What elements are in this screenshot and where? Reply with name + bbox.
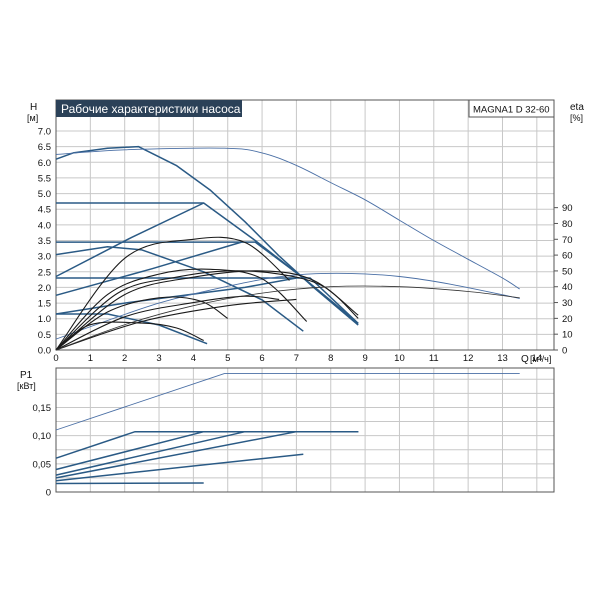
head-curve-4 [55, 202, 205, 278]
power-chart-series [55, 373, 520, 485]
y2-tick-label: 20 [562, 314, 573, 325]
model-label: MAGNA1 D 32-60 [473, 105, 550, 116]
efficiency-curve-19 [55, 285, 520, 351]
x-axis-unit: [м³/ч] [530, 354, 551, 364]
x-tick-label: 11 [429, 353, 439, 364]
y-tick-label: 5.5 [38, 173, 51, 184]
head-curve-3 [56, 277, 359, 324]
x-tick-label: 4 [191, 353, 196, 364]
efficiency-curve-15 [55, 296, 229, 351]
power-chart-grid [56, 368, 554, 492]
y2-tick-label: 30 [562, 298, 573, 309]
power-y-tick-label: 0,15 [33, 403, 52, 414]
y-tick-label: 4.0 [38, 220, 51, 231]
head-curve-8 [56, 313, 208, 345]
x-tick-label: 3 [156, 353, 161, 364]
efficiency-curve-18 [55, 298, 297, 351]
x-tick-label: 13 [497, 353, 508, 364]
head-curve-6 [55, 277, 297, 315]
head-chart-grid [56, 100, 554, 350]
power-curve-4 [55, 430, 359, 479]
y-tick-label: 6.0 [38, 158, 51, 169]
y-tick-label: 6.5 [38, 142, 51, 153]
head-curve-7 [55, 246, 304, 332]
y2-tick-label: 60 [562, 251, 573, 262]
x-tick-label: 8 [328, 353, 333, 364]
x-axis-label: Q [521, 354, 529, 365]
head-chart-series [55, 145, 520, 351]
y2-tick-label: 70 [562, 235, 573, 246]
y-tick-label: 5.0 [38, 189, 51, 200]
efficiency-curve-14 [55, 270, 359, 351]
power-axis-label: P1 [20, 370, 33, 381]
x-tick-label: 5 [225, 353, 230, 364]
x-tick-label: 9 [362, 353, 367, 364]
head-chart-frame [55, 99, 555, 351]
y-tick-label: 3.0 [38, 252, 51, 263]
head-curve-5 [55, 241, 242, 297]
power-axis-unit: [кВт] [17, 381, 36, 391]
x-tick-label: 6 [259, 353, 264, 364]
chart-title-box [56, 100, 242, 117]
efficiency-curve-16 [55, 321, 204, 351]
y2-axis-unit: [%] [570, 113, 583, 123]
power-curve-0 [55, 373, 520, 431]
y-tick-label: 7.0 [38, 127, 51, 138]
y-axis-unit: [м] [27, 113, 38, 123]
model-label-box [468, 99, 555, 118]
y2-tick-label: 40 [562, 282, 573, 293]
y-tick-label: 3.5 [38, 236, 51, 247]
x-tick-label: 12 [463, 353, 474, 364]
x-tick-label: 2 [122, 353, 127, 364]
y2-tick-label: 80 [562, 219, 573, 230]
x-tick-label: 0 [53, 353, 58, 364]
y-tick-label: 0.5 [38, 330, 51, 341]
x-tick-label: 14 [532, 353, 543, 364]
y-tick-label: 4.5 [38, 205, 51, 216]
power-curve-6 [55, 482, 204, 485]
head-curve-10 [55, 272, 520, 340]
y-tick-label: 2.5 [38, 267, 51, 278]
head-curve-9 [55, 147, 520, 290]
y-tick-label: 2.0 [38, 283, 51, 294]
y-tick-label: 1.0 [38, 314, 51, 325]
power-chart-ticks: 0 0,05 0,10 0,15 [33, 403, 52, 499]
y-axis-label: H [30, 102, 37, 113]
y2-tick-label: 10 [562, 330, 573, 341]
x-tick-label: 10 [394, 353, 405, 364]
x-tick-label: 7 [294, 353, 299, 364]
power-y-tick-label: 0,05 [33, 459, 52, 470]
y2-tick-label: 90 [562, 203, 573, 214]
power-y-tick-label: 0 [46, 488, 51, 499]
chart-title: Рабочие характеристики насоса [61, 102, 241, 116]
head-curve-2 [56, 241, 359, 324]
efficiency-curve-17 [55, 295, 280, 351]
y2-axis-label: eta [570, 102, 584, 113]
power-curve-5 [55, 453, 304, 482]
efficiency-curve-11 [55, 236, 290, 351]
y-tick-label: 1.5 [38, 299, 51, 310]
y2-tick-label: 50 [562, 266, 573, 277]
x-tick-label: 1 [88, 353, 93, 364]
head-chart-ticks: 0 1 2 3 4 5 6 7 8 9 10 11 12 13 140.00.51.01.52.02.53.… [38, 127, 573, 365]
efficiency-curve-12 [55, 268, 308, 351]
y-tick-label: 0.0 [38, 346, 51, 357]
power-y-tick-label: 0,10 [33, 431, 52, 442]
y2-tick-label: 0 [562, 346, 567, 357]
